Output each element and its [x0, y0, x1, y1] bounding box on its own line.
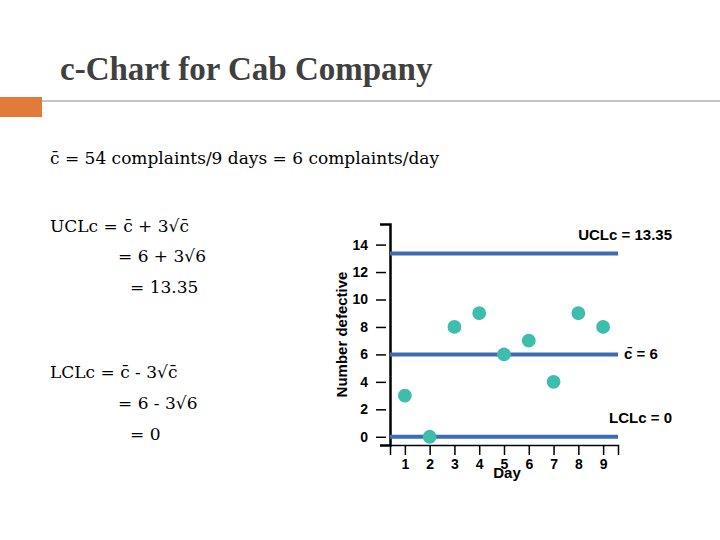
- y-tick: 0: [360, 429, 386, 445]
- tick-mark: [376, 409, 386, 411]
- tick-label: 2: [360, 401, 368, 417]
- tick-label: 4: [360, 374, 368, 390]
- formula: = 6 - 3√6: [118, 393, 197, 413]
- axis-line: [380, 225, 391, 446]
- x-tick: 3: [451, 445, 459, 472]
- tick-mark: [454, 445, 456, 455]
- formula: = 0: [130, 424, 160, 444]
- tick-mark: [376, 272, 386, 274]
- control-line-label: c̄ = 6: [624, 345, 658, 362]
- slide: c-Chart for Cab Company c̄ = 54 complaint…: [0, 0, 720, 540]
- tick-label: 14: [352, 237, 368, 253]
- y-tick: 14: [352, 237, 386, 253]
- control-line-label: LCLc = 0: [609, 409, 672, 426]
- x-tick: 2: [426, 445, 434, 472]
- tick-mark: [376, 299, 386, 301]
- x-tick: 6: [525, 445, 533, 472]
- point: [596, 320, 610, 334]
- point: [571, 306, 585, 320]
- point: [398, 389, 412, 403]
- y-axis-title: Number defective: [333, 272, 350, 398]
- tick-mark: [603, 445, 605, 455]
- tick-mark: [376, 327, 386, 329]
- x-tick: 7: [550, 445, 558, 472]
- x-axis-title: Day: [493, 464, 521, 481]
- tick-label: 6: [360, 346, 368, 362]
- axis-line: [391, 446, 619, 456]
- y-tick: 8: [360, 319, 386, 335]
- tick-label: 7: [550, 456, 558, 472]
- x-tick: 9: [600, 445, 608, 472]
- plot-area: [390, 254, 618, 444]
- point: [522, 334, 536, 348]
- tick-mark: [376, 437, 386, 439]
- tick-mark: [376, 382, 386, 384]
- point: [472, 306, 486, 320]
- tick-mark: [529, 445, 531, 455]
- tick-mark: [376, 244, 386, 246]
- tick-label: 6: [525, 456, 533, 472]
- x-tick: 8: [575, 445, 583, 472]
- point: [547, 375, 561, 389]
- formula: = 13.35: [130, 277, 198, 297]
- tick-label: 1: [401, 456, 409, 472]
- tick-mark: [553, 445, 555, 455]
- formula: LCLc = c̄ - 3√c̄: [50, 362, 177, 382]
- tick-label: 8: [575, 456, 583, 472]
- tick-mark: [405, 445, 407, 455]
- tick-mark: [376, 354, 386, 356]
- tick-label: 3: [451, 456, 459, 472]
- point: [423, 430, 437, 444]
- formula: UCLc = c̄ + 3√c̄: [50, 216, 189, 236]
- y-tick: 6: [360, 346, 386, 362]
- tick-label: 0: [360, 429, 368, 445]
- x-tick: 4: [476, 445, 484, 472]
- tick-mark: [479, 445, 481, 455]
- title: c-Chart for Cab Company: [60, 51, 433, 87]
- x-tick: 1: [401, 445, 409, 472]
- y-axis: 0 2 4 6 8 10 12 14: [352, 225, 390, 446]
- accent-bar: [0, 97, 42, 117]
- subtitle: c̄ = 54 complaints/9 days = 6 complaints…: [50, 148, 439, 168]
- formula: = 6 + 3√6: [118, 246, 206, 266]
- point: [448, 320, 462, 334]
- point: [497, 347, 511, 361]
- tick-label: 10: [352, 291, 368, 307]
- control-line-label: UCLc = 13.35: [578, 226, 672, 243]
- y-tick: 2: [360, 401, 386, 417]
- tick-label: 4: [476, 456, 484, 472]
- tick-label: 2: [426, 456, 434, 472]
- header-rule: [42, 100, 720, 102]
- control-line: [390, 252, 618, 256]
- y-tick: 12: [352, 264, 386, 280]
- tick-mark: [578, 445, 580, 455]
- tick-label: 9: [600, 456, 608, 472]
- tick-mark: [504, 445, 506, 455]
- y-tick: 10: [352, 291, 386, 307]
- tick-label: 8: [360, 319, 368, 335]
- tick-mark: [429, 445, 431, 455]
- y-tick: 4: [360, 374, 386, 390]
- tick-label: 12: [352, 264, 368, 280]
